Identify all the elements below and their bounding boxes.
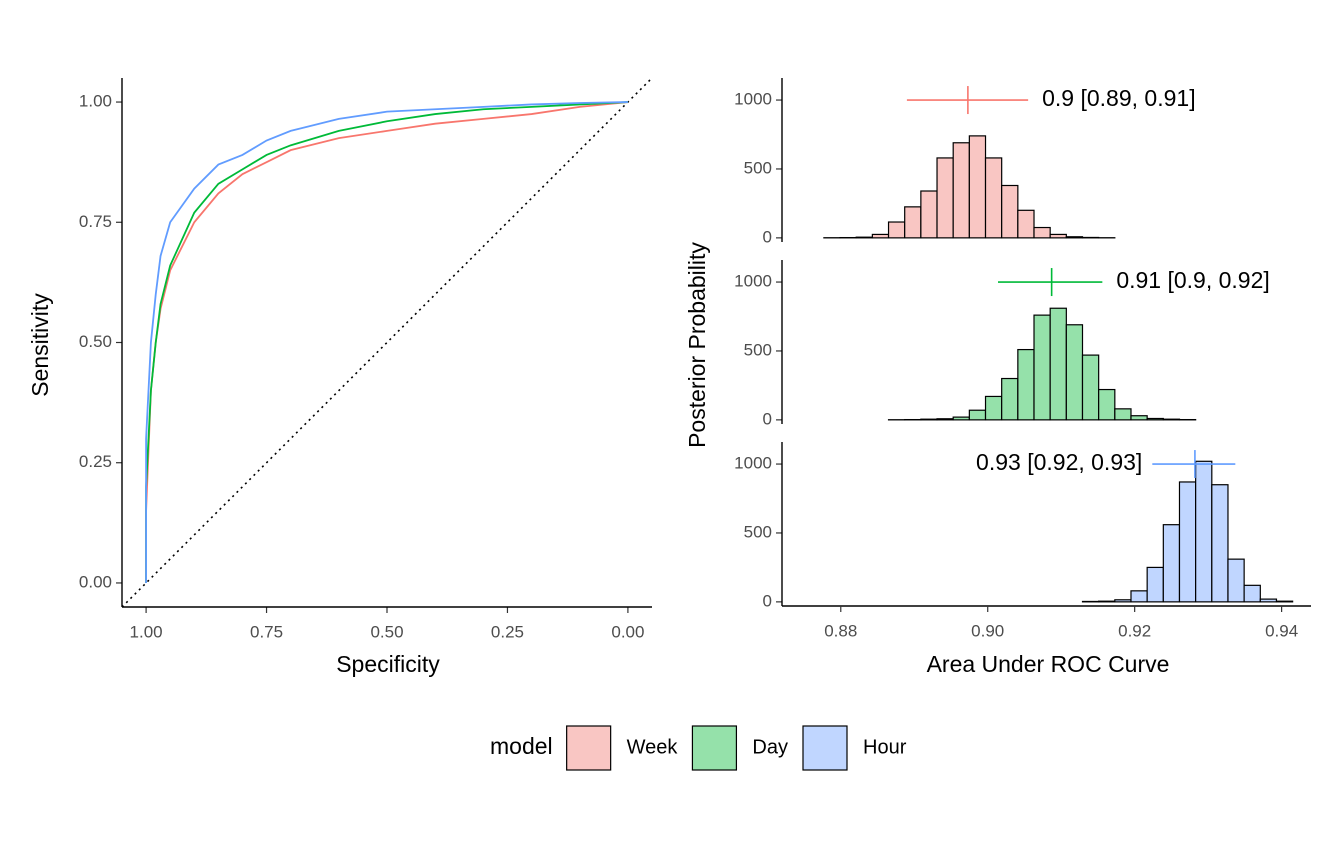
- y-tick-label: 1000: [734, 454, 772, 473]
- interval-label: 0.91 [0.9, 0.92]: [1116, 267, 1269, 293]
- interval-label: 0.93 [0.92, 0.93]: [976, 449, 1142, 475]
- roc-line: [145, 101, 628, 583]
- y-tick-label: 0.00: [79, 572, 112, 591]
- histogram-bar: [1114, 599, 1132, 603]
- histogram-bar: [1130, 590, 1148, 603]
- histogram-bar: [1146, 566, 1164, 603]
- histogram-bar: [1065, 324, 1084, 421]
- histogram-bar: [936, 157, 954, 239]
- histogram-bar: [984, 395, 1003, 421]
- histogram-bar: [920, 418, 938, 421]
- legend-label: Day: [752, 736, 788, 758]
- y-tick-label: 1.00: [79, 92, 112, 111]
- x-tick-label: 0.00: [611, 622, 644, 641]
- histogram-bar: [1178, 481, 1197, 603]
- histogram-bar: [984, 157, 1003, 239]
- x-tick-label: 0.88: [824, 621, 857, 640]
- histogram-bar: [1033, 226, 1051, 239]
- histogram-bar: [968, 135, 987, 239]
- y-tick-label: 500: [744, 522, 772, 541]
- interval-label: 0.9 [0.89, 0.91]: [1042, 85, 1195, 111]
- histogram-bar: [904, 206, 922, 239]
- histogram-bar: [887, 221, 906, 239]
- x-axis-title: Specificity: [336, 651, 440, 677]
- histogram-bar: [1227, 558, 1245, 603]
- histogram-bar: [968, 409, 987, 421]
- histogram-bar: [1114, 408, 1132, 421]
- legend-key: [566, 725, 612, 771]
- y-axis-title: Posterior Probability: [684, 242, 710, 448]
- x-axis-title: Area Under ROC Curve: [927, 651, 1170, 677]
- histogram-bar: [1001, 377, 1019, 421]
- histogram-bar: [952, 142, 970, 239]
- x-tick-label: 0.50: [370, 622, 403, 641]
- x-tick-label: 1.00: [130, 622, 163, 641]
- histogram-bar: [1162, 418, 1181, 421]
- histogram-bar: [1162, 524, 1181, 603]
- histogram-bar: [1275, 600, 1294, 603]
- histogram-bar: [936, 418, 954, 421]
- histogram-bar: [1195, 460, 1213, 603]
- histogram-bar: [1065, 236, 1084, 239]
- reference-line: [121, 77, 653, 608]
- histogram-bar: [1146, 417, 1164, 421]
- histogram-bar: [1243, 584, 1261, 603]
- y-tick-label: 500: [744, 158, 772, 177]
- y-axis-title: Sensitivity: [27, 293, 53, 397]
- histogram-bar: [920, 190, 938, 239]
- y-tick-label: 0: [763, 409, 772, 428]
- x-tick-label: 0.94: [1265, 621, 1298, 640]
- x-tick-label: 0.25: [491, 622, 524, 641]
- legend-label: Hour: [863, 736, 907, 758]
- y-tick-label: 1000: [734, 272, 772, 291]
- y-tick-label: 500: [744, 340, 772, 359]
- y-tick-label: 1000: [734, 90, 772, 109]
- x-tick-label: 0.75: [250, 622, 283, 641]
- histogram-bar: [1049, 233, 1067, 239]
- histogram-bar: [1211, 484, 1229, 603]
- x-tick-label: 0.90: [971, 621, 1004, 640]
- y-tick-label: 0.25: [79, 452, 112, 471]
- legend-key: [691, 725, 738, 771]
- histogram-bar: [1049, 307, 1067, 421]
- histogram-bar: [1017, 209, 1035, 239]
- histogram-bar: [952, 416, 970, 421]
- y-tick-label: 0: [763, 227, 772, 246]
- histogram-bar: [1130, 415, 1148, 421]
- roc-line: [145, 101, 628, 583]
- legend-key: [802, 725, 848, 771]
- histogram-bar: [1001, 184, 1019, 239]
- histogram-bar: [1098, 600, 1116, 603]
- histogram-bar: [1081, 354, 1100, 421]
- y-tick-label: 0.75: [79, 212, 112, 231]
- y-tick-label: 0.50: [79, 332, 112, 351]
- x-tick-label: 0.92: [1118, 621, 1151, 640]
- histogram-bar: [855, 236, 873, 239]
- histogram-bar: [1098, 388, 1116, 421]
- legend-label: Week: [627, 736, 679, 758]
- legend-title: model: [490, 733, 553, 759]
- histogram-bar: [1017, 348, 1035, 421]
- y-tick-label: 0: [763, 591, 772, 610]
- histogram-bar: [871, 233, 890, 239]
- histogram-bar: [1033, 314, 1051, 421]
- histogram-bar: [1259, 598, 1278, 603]
